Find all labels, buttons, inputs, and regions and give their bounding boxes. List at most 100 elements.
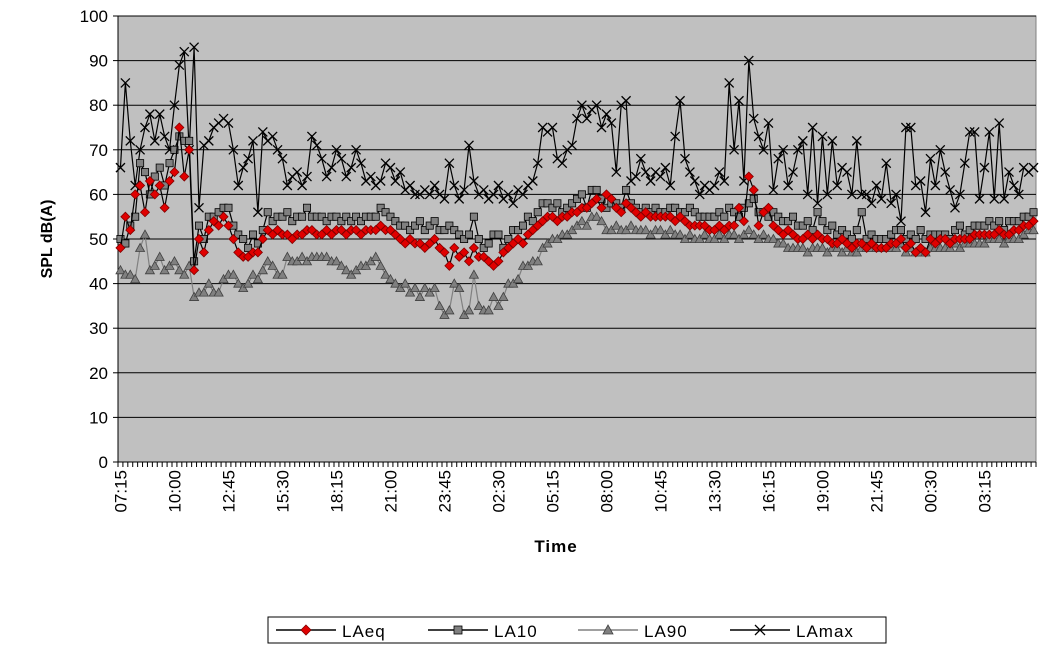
marker bbox=[198, 247, 209, 258]
marker bbox=[488, 189, 499, 200]
marker bbox=[292, 255, 303, 266]
marker bbox=[773, 153, 784, 164]
marker bbox=[400, 278, 411, 288]
marker bbox=[234, 230, 243, 239]
marker bbox=[788, 167, 798, 178]
legend-box bbox=[267, 616, 887, 644]
y-tick-label: 20 bbox=[89, 364, 108, 383]
marker bbox=[857, 208, 866, 217]
marker bbox=[548, 203, 557, 212]
marker bbox=[463, 305, 475, 315]
marker bbox=[843, 230, 852, 239]
marker bbox=[165, 159, 174, 168]
marker bbox=[512, 273, 524, 284]
marker bbox=[144, 109, 155, 120]
marker bbox=[155, 163, 164, 172]
marker bbox=[375, 260, 386, 270]
marker bbox=[891, 189, 902, 200]
marker bbox=[247, 269, 259, 279]
marker bbox=[169, 167, 180, 178]
y-tick-label: 30 bbox=[89, 319, 108, 338]
marker bbox=[571, 220, 583, 230]
marker bbox=[376, 203, 385, 212]
marker bbox=[616, 207, 627, 218]
marker bbox=[896, 216, 906, 227]
marker bbox=[591, 100, 602, 111]
marker bbox=[365, 171, 376, 182]
marker bbox=[429, 233, 440, 245]
x-tick-label: 13:30 bbox=[705, 470, 724, 513]
marker bbox=[517, 238, 529, 249]
marker bbox=[257, 127, 268, 137]
marker bbox=[385, 162, 396, 173]
marker bbox=[415, 217, 424, 226]
marker bbox=[252, 247, 263, 258]
marker bbox=[170, 145, 179, 154]
marker bbox=[596, 122, 607, 133]
marker bbox=[808, 226, 817, 235]
marker bbox=[267, 131, 278, 142]
marker bbox=[252, 207, 263, 218]
marker bbox=[248, 230, 257, 239]
marker bbox=[464, 140, 474, 151]
marker bbox=[188, 291, 200, 301]
marker bbox=[951, 226, 960, 235]
marker bbox=[620, 224, 632, 235]
marker bbox=[519, 221, 528, 230]
marker bbox=[419, 282, 430, 293]
marker bbox=[758, 144, 769, 155]
marker bbox=[763, 118, 774, 128]
marker bbox=[350, 264, 362, 275]
x-tick-label: 19:00 bbox=[813, 470, 832, 513]
marker bbox=[847, 234, 856, 243]
marker bbox=[1018, 229, 1029, 239]
marker bbox=[753, 220, 764, 231]
marker bbox=[154, 109, 165, 120]
marker bbox=[670, 131, 681, 142]
marker bbox=[838, 226, 847, 235]
marker bbox=[572, 113, 582, 124]
marker bbox=[969, 127, 980, 137]
marker bbox=[714, 167, 725, 178]
marker bbox=[242, 278, 254, 288]
marker bbox=[528, 217, 537, 226]
marker bbox=[218, 211, 229, 222]
marker bbox=[375, 176, 386, 186]
x-tick-label: 10:45 bbox=[651, 470, 670, 513]
marker bbox=[822, 189, 833, 200]
marker bbox=[591, 193, 602, 204]
y-tick-label: 10 bbox=[89, 408, 108, 427]
marker bbox=[365, 255, 376, 266]
marker bbox=[257, 233, 268, 245]
legend-label: LAmax bbox=[796, 622, 854, 641]
marker bbox=[301, 255, 313, 266]
marker bbox=[193, 233, 205, 245]
marker bbox=[508, 198, 519, 209]
marker bbox=[985, 217, 994, 226]
marker bbox=[248, 135, 258, 146]
marker bbox=[764, 212, 773, 221]
marker bbox=[744, 199, 753, 208]
marker bbox=[784, 217, 793, 226]
marker bbox=[135, 180, 146, 191]
marker bbox=[120, 211, 131, 222]
marker bbox=[945, 184, 956, 195]
marker bbox=[405, 180, 416, 191]
marker bbox=[326, 162, 337, 173]
marker bbox=[774, 212, 783, 221]
marker bbox=[964, 127, 975, 137]
marker bbox=[174, 122, 185, 133]
marker bbox=[724, 77, 735, 88]
marker bbox=[439, 193, 450, 204]
marker bbox=[753, 233, 764, 243]
marker bbox=[238, 162, 249, 173]
marker bbox=[483, 305, 494, 315]
marker bbox=[223, 220, 234, 231]
marker bbox=[239, 234, 248, 243]
marker bbox=[493, 180, 504, 191]
marker bbox=[621, 95, 632, 106]
marker bbox=[655, 171, 666, 182]
marker bbox=[729, 144, 740, 155]
marker bbox=[115, 242, 126, 253]
